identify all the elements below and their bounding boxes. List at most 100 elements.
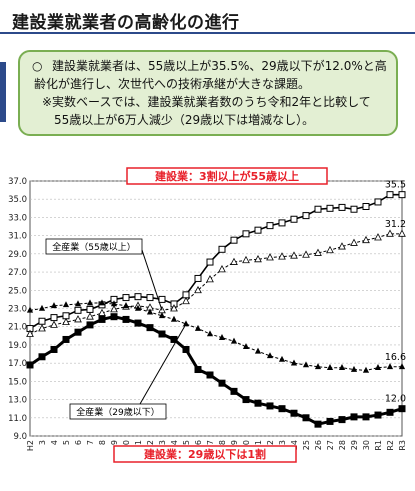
- x-tick-label: 6: [74, 440, 83, 445]
- data-point: [374, 198, 382, 206]
- data-point: [350, 205, 358, 213]
- data-point: [290, 409, 298, 417]
- data-point: [218, 333, 226, 340]
- x-tick-label: R3: [398, 440, 407, 451]
- data-point: [158, 312, 166, 319]
- data-point: [194, 274, 202, 282]
- data-point: [206, 371, 214, 379]
- label-all-29-box: [69, 403, 167, 420]
- data-point: [278, 219, 286, 227]
- x-tick-label: 12: [146, 440, 155, 450]
- data-point: [38, 353, 46, 361]
- x-tick-label: 22: [266, 440, 275, 450]
- data-point: [38, 317, 46, 325]
- data-point: [302, 414, 310, 422]
- data-point: [98, 299, 106, 306]
- summary-line-3: ※実数ベースでは、建設業就業者数のうち令和2年と比較して: [42, 95, 371, 109]
- data-point: [278, 355, 286, 362]
- x-tick-label: 29: [350, 440, 359, 450]
- data-point: [314, 420, 322, 428]
- page-title: 建設業就業者の高齢化の進行: [12, 13, 240, 33]
- data-point: [230, 387, 238, 395]
- data-point: [302, 250, 310, 258]
- leader-all-29: [139, 323, 187, 405]
- y-tick-label: 19.0: [8, 341, 27, 351]
- end-value-label: 31.2: [385, 219, 406, 230]
- data-point: [254, 347, 262, 354]
- x-tick-label: 27: [326, 440, 335, 450]
- data-point: [86, 312, 94, 320]
- data-point: [266, 352, 274, 359]
- data-point: [362, 235, 370, 244]
- data-point: [110, 300, 118, 307]
- data-point: [290, 251, 298, 259]
- data-point: [158, 330, 166, 338]
- data-point: [26, 329, 34, 337]
- data-point: [290, 359, 298, 366]
- data-point: [134, 293, 142, 301]
- x-tick-label: 3: [38, 440, 47, 445]
- data-point: [326, 364, 334, 370]
- y-tick-label: 29.0: [8, 250, 27, 260]
- data-point: [182, 345, 190, 353]
- data-point: [146, 324, 154, 332]
- label-all-29: 全産業（29歳以下）: [76, 406, 159, 418]
- x-tick-label: 18: [218, 440, 227, 450]
- data-point: [218, 264, 226, 273]
- data-point: [326, 245, 334, 254]
- data-point: [386, 408, 394, 416]
- data-point: [386, 363, 394, 370]
- data-point: [122, 294, 130, 302]
- data-point: [50, 320, 58, 328]
- data-point: [194, 366, 202, 374]
- end-value-label: 12.0: [385, 394, 406, 405]
- top-banner-box: [126, 167, 328, 185]
- x-tick-label: 14: [170, 440, 179, 450]
- summary-line-1: 建設業就業者は、55歳以上が35.5%、29歳以下が12.0%と高: [52, 59, 387, 73]
- x-tick-label: 20: [242, 440, 251, 450]
- data-point: [266, 222, 274, 230]
- x-tick-label: 11: [134, 440, 143, 450]
- data-point: [302, 212, 310, 220]
- x-tick-label: 19: [230, 440, 239, 450]
- x-tick-label: 17: [206, 440, 215, 450]
- data-point: [110, 313, 118, 321]
- data-point: [158, 295, 166, 303]
- data-point: [74, 328, 82, 336]
- data-point: [170, 315, 178, 322]
- data-point: [182, 320, 190, 327]
- data-point: [26, 361, 34, 369]
- data-point: [254, 226, 262, 234]
- data-point: [386, 229, 394, 237]
- data-point: [62, 335, 70, 343]
- x-tick-label: 28: [338, 440, 347, 450]
- x-tick-label: 10: [122, 440, 131, 450]
- data-point: [86, 305, 94, 313]
- data-point: [134, 319, 142, 327]
- y-tick-label: 21.0: [8, 323, 27, 333]
- top-banner-text: 建設業：3割以上が55歳以上: [155, 169, 299, 183]
- data-point: [122, 315, 130, 323]
- y-tick-label: 25.0: [8, 286, 27, 296]
- data-point: [290, 215, 298, 223]
- data-point: [230, 337, 238, 344]
- y-tick-label: 33.0: [8, 213, 27, 223]
- data-point: [398, 405, 406, 413]
- data-point: [38, 324, 46, 332]
- data-point: [326, 417, 334, 425]
- x-tick-label: R2: [386, 440, 395, 451]
- x-tick-label: 30: [362, 440, 371, 450]
- summary-line-4: 55歳以上が6万人減少（29歳以下は増減なし）。: [54, 113, 315, 127]
- data-point: [314, 248, 322, 256]
- data-point: [338, 416, 346, 424]
- data-point: [314, 363, 322, 370]
- data-point: [194, 324, 202, 331]
- data-point: [218, 245, 226, 253]
- y-tick-label: 37.0: [8, 177, 27, 187]
- data-point: [146, 294, 154, 302]
- x-tick-label: 7: [86, 440, 95, 445]
- x-tick-label: 24: [290, 440, 299, 450]
- label-all-55: 全産業（55歳以上）: [52, 241, 135, 253]
- data-point: [338, 242, 346, 250]
- data-point: [74, 300, 82, 307]
